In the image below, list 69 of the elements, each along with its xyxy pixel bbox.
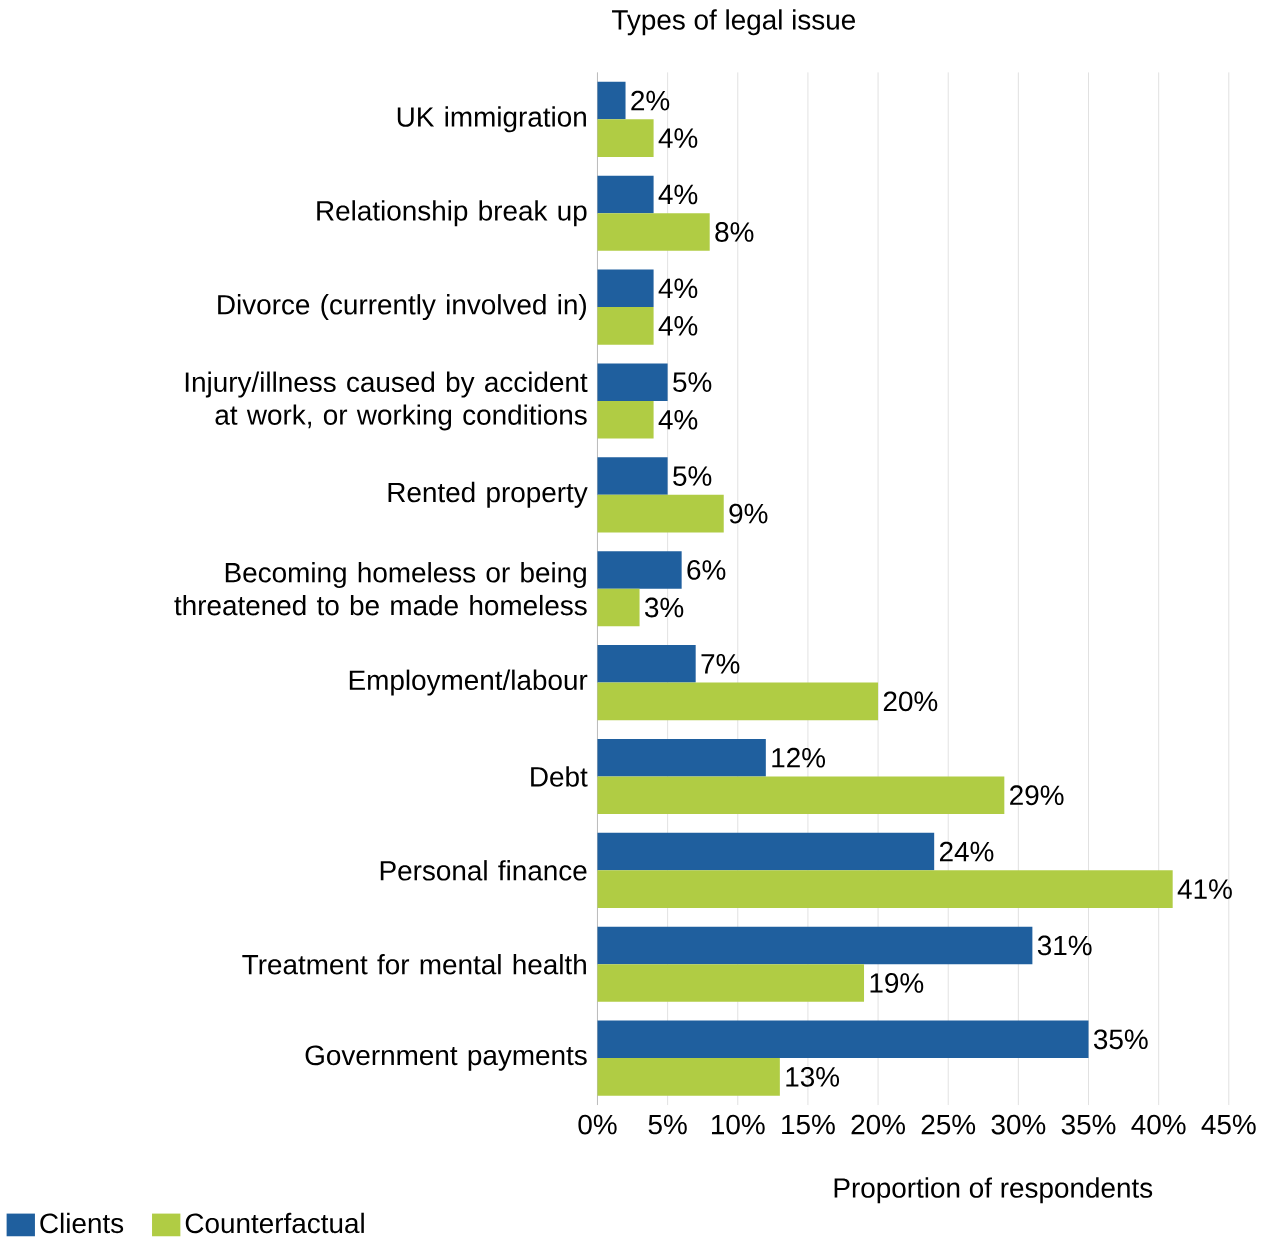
- bar: [597, 119, 654, 157]
- x-tick-label: 15%: [782, 1114, 835, 1135]
- data-label: 5%: [673, 466, 712, 486]
- bar: [597, 870, 1173, 908]
- bar: [597, 363, 668, 401]
- data-label: 4%: [658, 184, 698, 204]
- bar: [597, 588, 640, 627]
- x-tick-label: 45%: [1201, 1114, 1256, 1135]
- data-label: 4%: [658, 128, 698, 148]
- bar: [597, 175, 654, 214]
- bar: [597, 1020, 1089, 1058]
- y-tick-label: Injury/illness caused by accident at work, or working conditions: [185, 371, 588, 431]
- y-tick-label: Becoming homeless or being threatened to be made homeless: [174, 561, 587, 616]
- data-label: 5%: [673, 372, 712, 392]
- x-tick-label: 35%: [1061, 1114, 1116, 1135]
- data-label: 4%: [658, 315, 698, 336]
- y-tick-label: Employment/labour: [349, 669, 588, 696]
- bar: [597, 776, 1005, 814]
- data-label: 4%: [658, 278, 698, 298]
- bar: [597, 926, 1033, 965]
- data-label: 8%: [715, 221, 754, 242]
- data-label: 31%: [1037, 935, 1092, 956]
- bar: [597, 550, 682, 589]
- bar: [597, 457, 668, 495]
- bar: [597, 1057, 780, 1096]
- x-tick-label: 20%: [851, 1114, 905, 1135]
- data-label: 9%: [729, 503, 768, 524]
- bar: [597, 964, 865, 1002]
- y-tick-label: Relationship break up: [317, 200, 587, 226]
- data-label: 13%: [786, 1066, 840, 1087]
- y-tick-label: Personal finance: [380, 859, 587, 881]
- bar: [597, 644, 696, 683]
- bar: [597, 832, 935, 871]
- x-tick-label: 40%: [1131, 1114, 1186, 1135]
- bar: [597, 81, 626, 120]
- x-tick-label: 0%: [578, 1114, 617, 1135]
- y-tick-label: UK immigration: [397, 106, 586, 133]
- data-label: 35%: [1093, 1029, 1148, 1049]
- y-tick-label: Rented property: [388, 481, 588, 508]
- bar: [597, 400, 654, 439]
- data-label: 7%: [701, 653, 740, 674]
- data-label: 29%: [1010, 785, 1064, 805]
- bar: [597, 738, 766, 777]
- y-tick-label: Debt: [531, 766, 588, 787]
- x-tick-label: 25%: [921, 1114, 976, 1135]
- chart-title: Types of legal issue: [612, 9, 856, 36]
- data-label: 19%: [870, 972, 924, 993]
- bar: [597, 494, 724, 533]
- data-label: 24%: [939, 841, 994, 862]
- x-tick-label: 10%: [711, 1114, 765, 1135]
- x-axis-title: Proportion of respondents: [834, 1177, 1153, 1204]
- y-tick-label: Government payments: [305, 1045, 587, 1071]
- data-label: 3%: [645, 597, 684, 618]
- data-label: 41%: [1177, 879, 1232, 899]
- bar: [597, 213, 710, 251]
- data-label: 12%: [772, 747, 826, 768]
- data-label: 2%: [631, 90, 670, 111]
- y-tick-label: Treatment for mental health: [242, 953, 586, 975]
- x-tick-label: 30%: [991, 1114, 1046, 1135]
- legend-label: Clients: [40, 1212, 124, 1233]
- x-tick-label: 5%: [648, 1114, 687, 1135]
- data-label: 20%: [883, 691, 938, 712]
- legend-label: Counterfactual: [185, 1212, 364, 1233]
- bar: [597, 269, 654, 307]
- bar: [597, 682, 879, 720]
- data-label: 4%: [658, 409, 698, 430]
- data-label: 6%: [687, 559, 726, 580]
- bar: [597, 306, 654, 345]
- y-tick-label: Divorce (currently involved in): [218, 293, 586, 320]
